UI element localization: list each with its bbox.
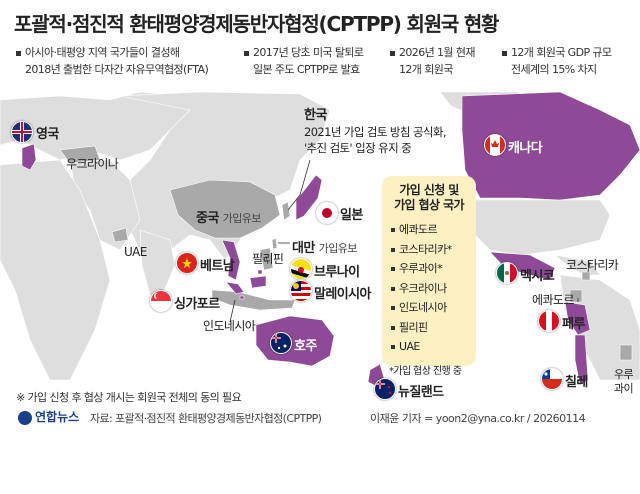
label-taiwan-status: 가입유보 [318, 242, 358, 255]
land-africa [0, 159, 111, 381]
member-australia: 호주 [294, 339, 317, 354]
list-item: UAE [391, 337, 476, 357]
land-uae [111, 227, 129, 243]
label-ecuador: 에콰도르 [532, 293, 574, 307]
malaysia-flag [290, 280, 312, 302]
land-australia [255, 315, 335, 367]
land-us [459, 199, 611, 256]
label-china-status: 가입유보 [222, 212, 262, 225]
label-taiwan: 대만 가입유보 [292, 241, 358, 256]
leader-korea [287, 159, 311, 211]
note-us-withdrawal: 2017년 당초 미국 탈퇴로 일본 주도 CPTPP로 발효 [244, 44, 364, 78]
member-japan: 일본 [340, 208, 363, 223]
land-uk [21, 143, 37, 171]
korea-line-2: '추진 검토' 입장 유지 중 [304, 141, 412, 155]
leader-indonesia [229, 299, 236, 323]
note-gdp: 12개 회원국 GDP 규모 전세계의 15% 차지 [502, 44, 612, 78]
land-asia [119, 91, 331, 261]
land-ecuador [569, 289, 583, 303]
label-china: 중국 가입유보 [196, 211, 262, 226]
japan-flag [316, 202, 338, 224]
note-fta: 아시아·태평양 지역 국가들이 결성해 2018년 출범한 다자간 자유무역협정… [16, 44, 209, 78]
vietnam-flag [176, 252, 198, 274]
land-ukraine [59, 145, 101, 164]
list-item: 코스타리카* [391, 240, 476, 260]
land-chile [574, 334, 589, 386]
korea-annotation: 한국 2021년 가입 검토 방침 공식화, '추진 검토' 입장 유지 중 [304, 108, 447, 156]
source-text: 자료: 포괄적·점진적 환태평양경제동반자협정(CPTPP) [90, 412, 322, 425]
list-item: 우루과이* [391, 259, 476, 279]
note-members-count: 2026년 1월 현재 12개 회원국 [390, 44, 475, 78]
leader-costarica [587, 261, 591, 273]
land-brunei [257, 269, 263, 275]
applicants-footnote: *가입 협상 진행 중 [389, 365, 462, 377]
land-indonesia [211, 289, 296, 311]
member-chile: 칠레 [565, 375, 588, 390]
member-vietnam: 베트남 [200, 259, 235, 274]
member-malaysia: 말레이시아 [314, 287, 371, 302]
list-item: 우크라이나 [391, 279, 476, 299]
list-item: 인도네시아 [391, 298, 476, 318]
land-peru [564, 301, 591, 336]
label-uruguay: 우루 과이 [614, 368, 634, 395]
land-singapore [239, 295, 245, 300]
korea-name: 한국 [304, 108, 327, 123]
australia-flag [270, 332, 292, 354]
brunei-flag [290, 258, 312, 280]
chile-flag [541, 368, 563, 390]
land-costarica [581, 271, 591, 281]
label-ukraine: 우크라이나 [66, 157, 119, 171]
canada-flag [484, 134, 506, 156]
consent-footnote: ※ 가입 신청 후 협상 개시는 회원국 전체의 동의 필요 [16, 391, 242, 404]
world-map [0, 91, 640, 387]
leader-philippines [265, 255, 269, 265]
label-indonesia: 인도네시아 [203, 319, 256, 333]
member-singapore: 싱가포르 [174, 297, 220, 312]
member-mexico: 멕시코 [520, 269, 555, 284]
korea-line-1: 2021년 가입 검토 방침 공식화, [304, 125, 447, 139]
page-title: 포괄적·점진적 환태평양경제동반자협정(CPTPP) 회원국 현황 [14, 12, 499, 36]
singapore-flag [150, 290, 172, 312]
land-europe [0, 91, 211, 161]
land-vietnam [221, 239, 241, 281]
member-canada: 캐나다 [508, 141, 543, 156]
land-china [169, 179, 281, 239]
yonhap-logo: 연합뉴스 [18, 408, 79, 425]
label-uae: UAE [124, 245, 147, 259]
mexico-flag [496, 262, 518, 284]
land-uruguay [619, 344, 633, 361]
member-brunei: 브루나이 [314, 265, 360, 280]
credit-text: 이재윤 기자 = yoon2@yna.co.kr / 20260114 [370, 412, 586, 425]
land-korea [281, 201, 291, 221]
land-malaysia [225, 275, 267, 295]
applicants-list: 에콰도르 코스타리카* 우루과이* 우크라이나 인도네시아 필리핀 UAE [391, 220, 476, 357]
applicants-box: 가입 신청 및 가입 협상 국가 에콰도르 코스타리카* 우루과이* 우크라이나… [382, 176, 476, 377]
peru-flag [538, 310, 560, 332]
member-peru: 페루 [562, 317, 585, 332]
land-canada [461, 91, 640, 201]
label-costarica: 코스타리카 [566, 258, 619, 272]
land-taiwan [271, 237, 278, 250]
member-newzealand: 뉴질랜드 [398, 385, 444, 400]
label-philippines: 필리핀 [252, 252, 284, 266]
list-item: 필리핀 [391, 318, 476, 338]
uk-flag [11, 121, 33, 143]
yonhap-logo-icon [18, 410, 32, 425]
applicants-box-title: 가입 신청 및 가입 협상 국가 [394, 183, 464, 212]
newzealand-flag [374, 378, 396, 400]
list-item: 에콰도르 [391, 220, 476, 240]
member-uk: 영국 [36, 127, 59, 142]
land-japan [295, 174, 323, 221]
